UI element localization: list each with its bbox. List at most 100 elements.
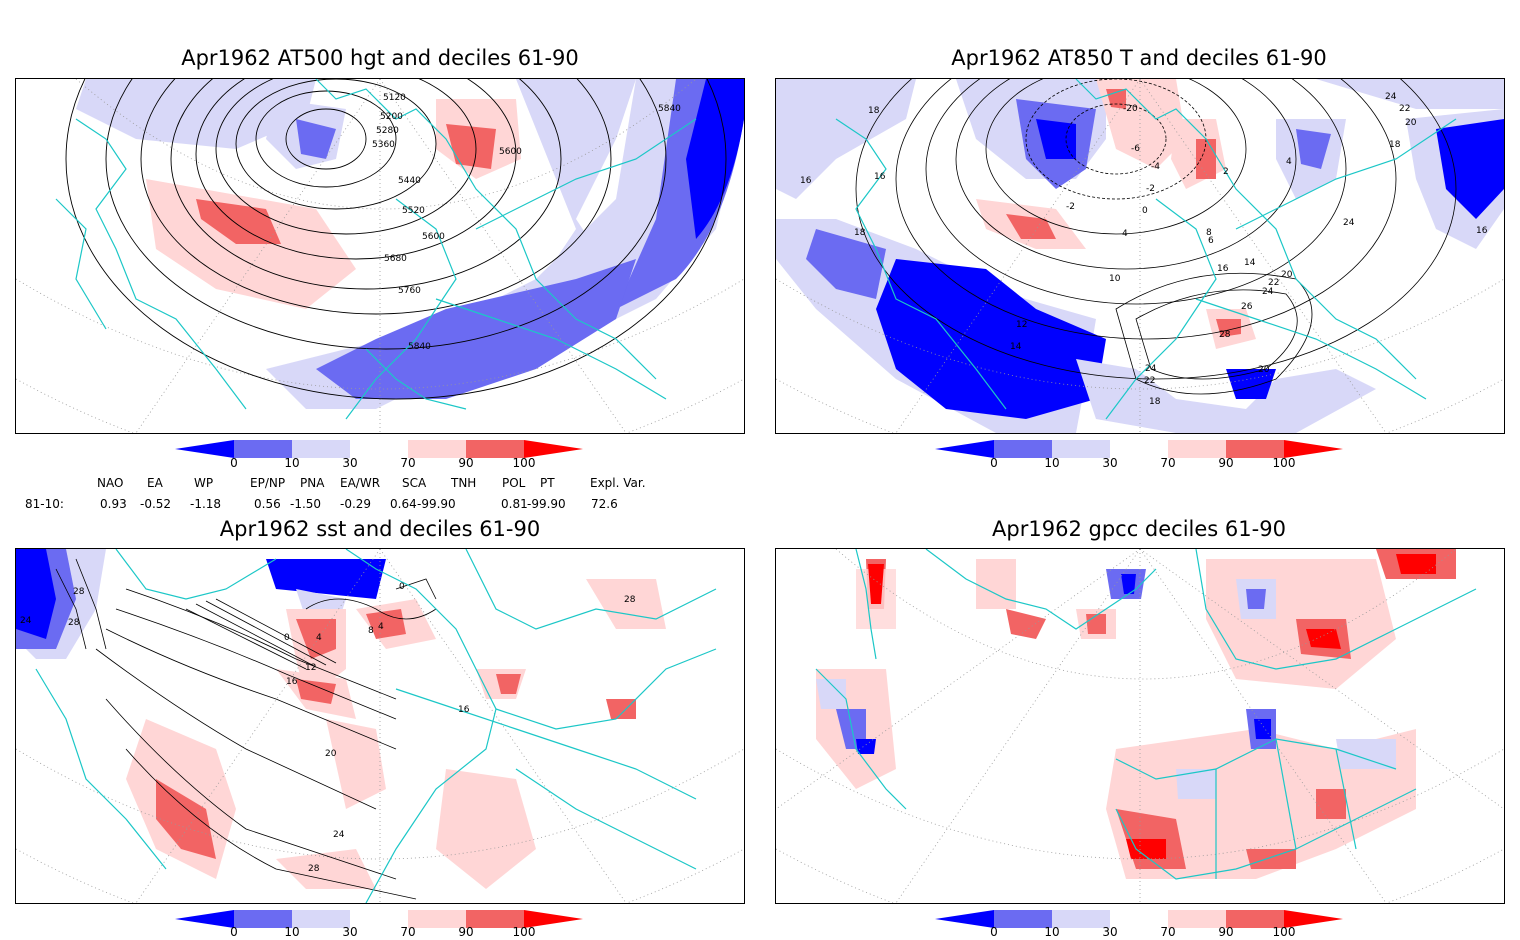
colorbar-swatch [1110, 910, 1168, 928]
contour-label: 5680 [384, 254, 407, 264]
colorbar-swatch [1168, 440, 1226, 458]
contour-label: 4 [1286, 157, 1292, 167]
colorbar-swatch [935, 440, 994, 458]
index-header: NAO [97, 476, 124, 490]
colorbar-swatch [994, 910, 1052, 928]
colorbar-swatch [292, 910, 350, 928]
colorbar-swatch [350, 440, 408, 458]
colorbar-swatch [994, 440, 1052, 458]
contour-label: 0 [399, 582, 405, 592]
colorbar-label: 0 [230, 925, 238, 939]
contour-label: 5520 [402, 206, 425, 216]
colorbar-label: 100 [512, 925, 536, 939]
contour-label: 16 [800, 176, 812, 186]
index-value: -1.18 [190, 497, 222, 511]
contour-label: 16 [458, 705, 470, 715]
contour-label: 20 [1405, 118, 1417, 128]
colorbar-swatch [292, 440, 350, 458]
contour-label: 5840 [658, 104, 681, 114]
index-value: 0.93 [100, 497, 127, 511]
colorbar-swatch [1052, 440, 1110, 458]
colorbar-swatch [1110, 440, 1168, 458]
index-header: SCA [402, 476, 427, 490]
colorbar-swatch [408, 910, 466, 928]
index-value: 0.81 [501, 497, 528, 511]
contour-label: 22 [1144, 376, 1155, 386]
index-header: WP [194, 476, 214, 490]
map-at500-hgt: 5120 5200 5280 5360 5440 5520 5600 5600 … [15, 78, 745, 434]
index-header: EA/WR [340, 476, 381, 490]
colorbar-swatch [524, 910, 583, 928]
contour-label: 24 [1385, 92, 1397, 102]
contour-label: 24 [20, 616, 32, 626]
contour-label: 24 [1343, 218, 1355, 228]
colorbar-swatch [1226, 440, 1284, 458]
contour-label: 5360 [372, 140, 395, 150]
contour-label: 5600 [499, 147, 522, 157]
index-value: -0.29 [340, 497, 372, 511]
contour-label: 4 [1122, 229, 1128, 239]
contour-label: 10 [1109, 274, 1121, 284]
index-header: PNA [300, 476, 325, 490]
colorbar-swatch [1284, 440, 1343, 458]
contour-label: 24 [333, 830, 345, 840]
index-value: 72.6 [591, 497, 618, 511]
contour-label: 8 [1206, 228, 1212, 238]
contour-label: 28 [73, 587, 85, 597]
index-row-label: 81-10: [25, 497, 64, 511]
colorbar-label: 70 [1160, 456, 1176, 470]
index-header: TNH [451, 476, 477, 490]
contour-label: 4 [378, 622, 384, 632]
contour-label: 26 [1241, 302, 1253, 312]
index-header: POL [502, 476, 526, 490]
colorbar-label: 30 [342, 925, 358, 939]
contour-label: 22 [1399, 104, 1410, 114]
colorbar-label: 90 [1218, 925, 1234, 939]
index-header: EA [147, 476, 163, 490]
colorbar-swatch [234, 440, 292, 458]
contour-label: 14 [1010, 342, 1022, 352]
colorbar-label: 100 [512, 456, 536, 470]
colorbar-label: 0 [990, 456, 998, 470]
colorbar-label: 70 [400, 456, 416, 470]
index-value: 0.56 [254, 497, 281, 511]
map-gpcc-precip [775, 548, 1505, 904]
contour-label: 20 [1281, 270, 1293, 280]
index-value: -0.52 [140, 497, 172, 511]
contour-label: 14 [1244, 258, 1256, 268]
contour-label: 5760 [398, 286, 421, 296]
colorbar-label: 90 [458, 925, 474, 939]
colorbar-label: 100 [1272, 925, 1296, 939]
contour-label: -2 [1066, 202, 1075, 212]
contour-label: 18 [854, 228, 866, 238]
colorbar-label: 0 [990, 925, 998, 939]
contour-label: 28 [624, 595, 636, 605]
contour-label: 18 [1149, 397, 1161, 407]
colorbar-label: 30 [1102, 456, 1118, 470]
colorbar-label: 100 [1272, 456, 1296, 470]
colorbar-swatch [408, 440, 466, 458]
contour-label: 16 [874, 172, 886, 182]
colorbar-swatch [1284, 910, 1343, 928]
colorbar-label: 70 [400, 925, 416, 939]
contour-label: 24 [1262, 287, 1274, 297]
colorbar-swatch [350, 910, 408, 928]
contour-label: 5120 [383, 93, 406, 103]
colorbar-gpcc: 0 10 30 70 90 100 [935, 910, 1345, 940]
colorbar-swatch [466, 440, 524, 458]
colorbar-swatch [524, 440, 583, 458]
contour-label: 5440 [398, 176, 421, 186]
contour-label: 16 [286, 677, 298, 687]
index-value: -99.90 [417, 497, 456, 511]
contour-label: 6 [1208, 236, 1214, 246]
contour-label: 28 [1219, 330, 1231, 340]
contour-label: 18 [868, 106, 880, 116]
contour-label: 5600 [422, 232, 445, 242]
colorbar-swatch [1168, 910, 1226, 928]
panel-title-gpcc: Apr1962 gpcc deciles 61-90 [992, 517, 1286, 541]
colorbar-sst: 0 10 30 70 90 100 [175, 910, 585, 940]
colorbar-at850: 0 10 30 70 90 100 [935, 440, 1345, 478]
contour-label: 2 [1223, 167, 1229, 177]
colorbar-swatch [1226, 910, 1284, 928]
colorbar-label: 0 [230, 456, 238, 470]
